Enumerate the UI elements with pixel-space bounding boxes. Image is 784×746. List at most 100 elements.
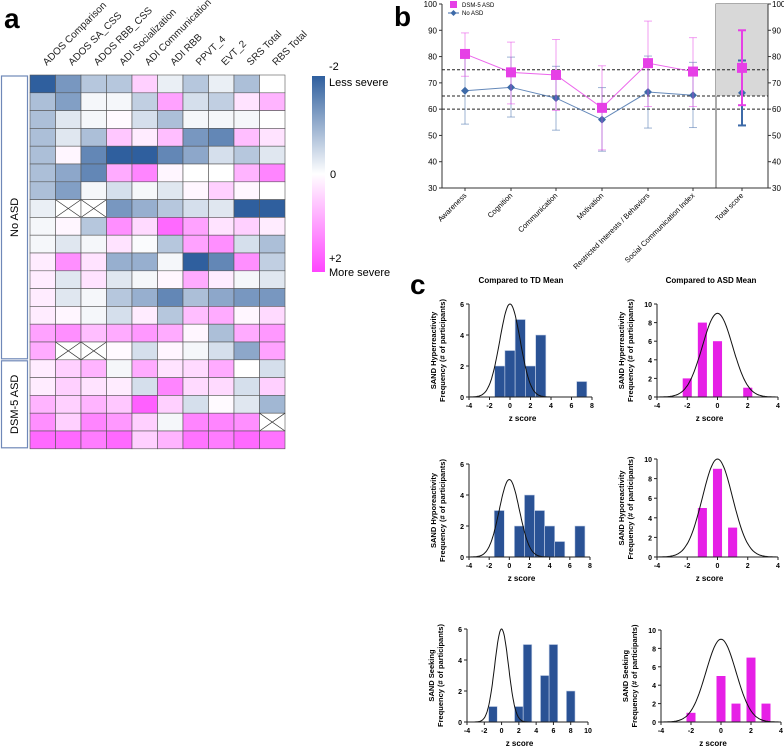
heatmap-cell [55,270,82,289]
heatmap-cell [55,92,82,111]
x-tick-label: 0 [500,728,504,735]
heatmap-cell [106,412,133,432]
heatmap-cell [259,163,286,183]
heatmap-cell [157,395,184,414]
heatmap-cell [182,110,209,129]
x-tick-label: -4 [654,403,660,410]
colorbar-mid-label: 0 [330,169,336,181]
heatmap-cell [80,323,107,343]
heatmap-cell [233,288,260,307]
heatmap-cell [157,430,184,450]
heatmap-cell [106,145,133,165]
heatmap-cell [157,163,184,183]
heatmap-cell [55,128,82,147]
y-tick-label: 4 [460,333,464,340]
x-tick-label: -2 [486,563,492,570]
heatmap-cell [131,234,158,254]
heatmap-cell [157,128,184,147]
x-tick-label: 4 [548,563,552,570]
histogram-bar [540,675,550,723]
heatmap-cell [29,412,56,432]
y-axis-label-measure: SAND Seeking [427,649,436,702]
heatmap-cell [80,145,107,165]
heatmap-cell [80,270,107,289]
heatmap-cell [233,92,260,111]
heatmap-cell [208,128,235,147]
heatmap-cell [208,430,235,450]
x-tick-label: 2 [528,563,532,570]
heatmap-cell [233,395,260,414]
normal-curve [657,458,778,558]
heatmap-cell [182,430,209,450]
x-tick-label: 0 [719,728,723,735]
heatmap-cell [182,341,209,361]
heatmap-cell [233,128,260,147]
y-tick-label: 4 [648,358,652,365]
x-tick-label: 8 [588,563,592,570]
x-tick-label: 6 [551,728,555,735]
heatmap-cell [182,288,209,307]
x-tick-label: Communication [516,191,559,234]
heatmap-cell [131,217,158,236]
heatmap-cell [233,234,260,254]
heatmap-cell [157,270,184,289]
x-axis-label: z score [508,574,536,583]
heatmap-cell [80,252,107,272]
y-tick-label: 0 [648,555,652,562]
heatmap-cell [208,110,235,129]
heatmap-cell [106,217,133,236]
heatmap-cell [208,74,235,94]
histogram-sand-hyperreactivity-asd: 0 2 4 6 8 10 -4 -2 0 2 4 z score SAND Hyperreactivit… [617,299,780,423]
heatmap-cell [29,110,56,129]
histogram-sand-seeking-td: 0 2 4 6 -4 -2 0 2 4 6 8 10 z score SAND Seeking Freque… [427,624,592,746]
histogram-bar [731,703,741,722]
series-line [464,53,694,109]
heatmap-cell [208,217,235,236]
y-tick-label-right: 40 [772,158,781,167]
y-tick-label: 6 [460,462,464,469]
heatmap-cell [233,145,260,165]
y-tick-label: 6 [648,339,652,346]
heatmap-cell [233,110,260,129]
heatmap-cell [208,270,235,289]
missing-cross-line [55,199,82,218]
heatmap-cell [157,359,184,378]
heatmap-cell [233,163,260,183]
heatmap-cell [131,163,158,183]
x-tick-label: 2 [517,728,521,735]
y-tick-label: 2 [460,524,464,531]
x-tick-label: 4 [776,403,780,410]
group-label: DSM-5 ASD [9,375,21,434]
histogram-bar [554,541,566,558]
heatmap-cell [259,217,286,236]
heatmap-cell [29,377,56,396]
series-line [464,86,694,121]
missing-cross-line [80,341,107,361]
heatmap-cell [29,163,56,183]
y-axis-label: Frequency (# of participants) [438,299,447,402]
heatmap-cell [80,110,107,129]
heatmap-cell [157,252,184,272]
panel-label-a: a [4,3,20,34]
heatmap-cell [208,359,235,378]
heatmap-cell [259,270,286,289]
y-tick-label: 30 [428,184,437,193]
heatmap-cell [55,412,82,432]
y-tick-label: 2 [648,535,652,542]
heatmap-cell [182,412,209,432]
heatmap-cell [29,270,56,289]
heatmap-cell [259,74,286,94]
histogram-panel: Compared to TD Mean Compared to ASD Mean 0… [427,276,783,746]
legend-marker-diamond [450,10,457,16]
histogram-bar [548,644,559,723]
heatmap-cell [182,395,209,414]
heatmap-cell [106,163,133,183]
y-tick-label: 2 [460,364,464,371]
heatmap-cell [233,270,260,289]
y-axis-label: Frequency (# of participants) [630,624,639,727]
histogram-bar [514,706,524,723]
histogram-bar [697,322,707,397]
heatmap-cell [208,306,235,325]
heatmap-cell [208,145,235,165]
x-tick-label: Cognition [486,191,515,220]
